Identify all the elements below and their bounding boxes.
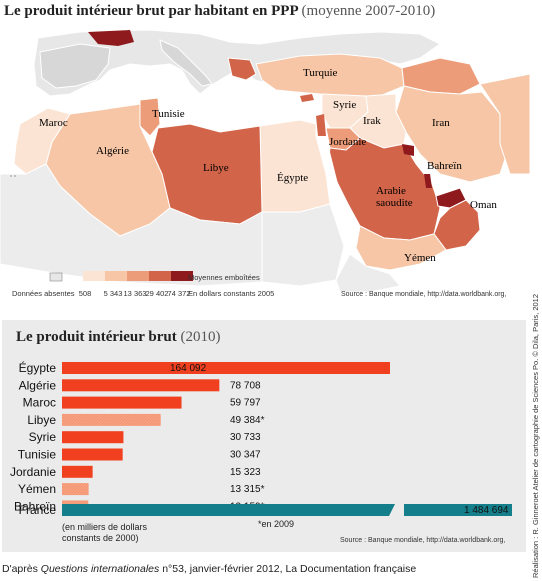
bottom-credit: D'après Questions internationales n°53, … <box>2 563 416 575</box>
label-egypte: Égypte <box>277 172 308 184</box>
bar-4 <box>62 431 124 444</box>
unit-note-line2: constants de 2000) <box>62 533 139 543</box>
levant-shape <box>316 114 326 136</box>
france-value: 1 484 694 <box>464 505 509 516</box>
label-iran: Iran <box>432 117 450 129</box>
bar-0 <box>62 362 390 374</box>
legend-swatch-3 <box>149 271 171 281</box>
cyprus-shape <box>300 94 314 102</box>
credit-prefix: D'après <box>2 563 41 575</box>
france-bar-part2 <box>404 504 512 516</box>
spain-shape <box>39 43 111 89</box>
bar-7 <box>62 483 89 496</box>
legend-swatch-0 <box>83 271 105 281</box>
bar-value-2: 59 797 <box>230 398 261 409</box>
bar-label-8: Bahreïn <box>14 499 56 513</box>
legend-break-0: 508 <box>79 289 92 298</box>
saudi-shape <box>327 137 441 241</box>
legend-break-3: 29 402 <box>146 289 169 298</box>
unit-note-line1: (en milliers de dollars <box>62 522 148 532</box>
gdp-chart-panel: Égypte 164 092 Algérie 78 708 Maroc 59 797 Lib… <box>2 320 526 552</box>
italy-shape <box>159 39 213 87</box>
label-tunisie: Tunisie <box>152 108 185 120</box>
bar-label-1: Algérie <box>19 378 57 392</box>
label-turquie: Turquie <box>303 67 338 79</box>
bar-label-0: Égypte <box>19 360 57 375</box>
legend-swatch-1 <box>105 271 127 281</box>
sudan-shape <box>261 203 345 287</box>
label-syrie: Syrie <box>333 99 356 111</box>
footnote: *en 2009 <box>258 519 294 529</box>
label-irak: Irak <box>363 115 381 127</box>
yemen-shape <box>355 225 447 271</box>
bar-label-4: Syrie <box>29 430 57 444</box>
legend-swatch-2 <box>127 271 149 281</box>
chart-source: Source : Banque mondiale, http://data.wo… <box>340 537 505 544</box>
label-jordanie: Jordanie <box>329 136 366 148</box>
gdp-per-capita-map: Maroc Algérie Tunisie Libye Égypte Turqu… <box>0 24 530 309</box>
map-title: Le produit intérieur brut par habitant e… <box>4 3 435 20</box>
bar-value-3: 49 384* <box>230 415 265 426</box>
france-top-shape <box>88 30 134 46</box>
bar-3 <box>62 413 161 426</box>
bar-label-3: Libye <box>27 413 56 427</box>
bar-value-4: 30 733 <box>230 432 261 443</box>
bar-value-7: 13 315* <box>230 484 265 495</box>
credit-rest: n°53, janvier-février 2012, La Documenta… <box>159 563 417 575</box>
bar-6 <box>62 465 93 478</box>
horn-shape <box>335 253 401 293</box>
bar-1 <box>62 379 220 392</box>
bar-label-5: Tunisie <box>18 448 57 462</box>
gdp-bar-chart: Égypte 164 092 Algérie 78 708 Maroc 59 797 Lib… <box>10 360 512 544</box>
bar-value-1: 78 708 <box>230 380 261 391</box>
legend-absent-swatch <box>49 272 63 282</box>
chart-title: Le produit intérieur brut (2010) <box>16 329 220 346</box>
label-saoudite: saoudite <box>376 197 413 209</box>
chart-subtitle: (2010) <box>180 329 221 345</box>
label-algerie: Algérie <box>96 145 129 157</box>
map-title-text: Le produit intérieur brut par habitant e… <box>4 3 298 19</box>
bar-label-2: Maroc <box>23 396 56 410</box>
map-subtitle: (moyenne 2007-2010) <box>301 3 436 19</box>
legend-break-1: 5 343 <box>104 289 123 298</box>
qatar-shape <box>424 174 432 188</box>
bar-value-6: 15 323 <box>230 467 261 478</box>
france-bar-break <box>389 504 402 516</box>
legend-break-4: 74 372 <box>168 289 191 298</box>
bar-2 <box>62 396 182 409</box>
legend-absent-label: Données absentes <box>12 289 75 298</box>
kuwait-shape <box>402 144 414 156</box>
bar-label-6: Jordanie <box>10 465 56 479</box>
greece-shape <box>227 57 257 81</box>
bar-value-0: 164 092 <box>170 363 207 374</box>
legend-nested-label: Moyennes emboîtées <box>188 273 260 282</box>
legend-break-2: 13 363 <box>124 289 147 298</box>
legend-swatch-4 <box>171 271 193 281</box>
label-yemen: Yémen <box>404 252 436 264</box>
map-source: Source : Banque mondiale, http://data.wo… <box>341 291 506 298</box>
side-credit: Réalisation : R. Ginneroet Atelier de ca… <box>531 293 540 578</box>
red-sea <box>316 136 356 248</box>
bar-label-7: Yémen <box>18 482 56 496</box>
central-asia-shape <box>479 73 530 175</box>
bar-value-5: 30 347 <box>230 450 261 461</box>
credit-publication: Questions internationales <box>40 563 160 575</box>
oman-shape <box>433 199 481 251</box>
legend-unit: En dollars constants 2005 <box>188 289 274 298</box>
label-libye: Libye <box>203 162 229 174</box>
bar-5 <box>62 448 123 461</box>
france-label: France <box>19 503 57 517</box>
label-oman: Oman <box>470 199 497 211</box>
map-legend: Données absentes 508 5 343 13 363 29 402 74 … <box>12 271 506 298</box>
france-bar-part1 <box>62 504 395 516</box>
label-maroc: Maroc <box>39 117 68 129</box>
label-bahrein: Bahreïn <box>427 160 462 172</box>
label-arabie: Arabie <box>376 185 406 197</box>
chart-title-text: Le produit intérieur brut <box>16 329 177 345</box>
